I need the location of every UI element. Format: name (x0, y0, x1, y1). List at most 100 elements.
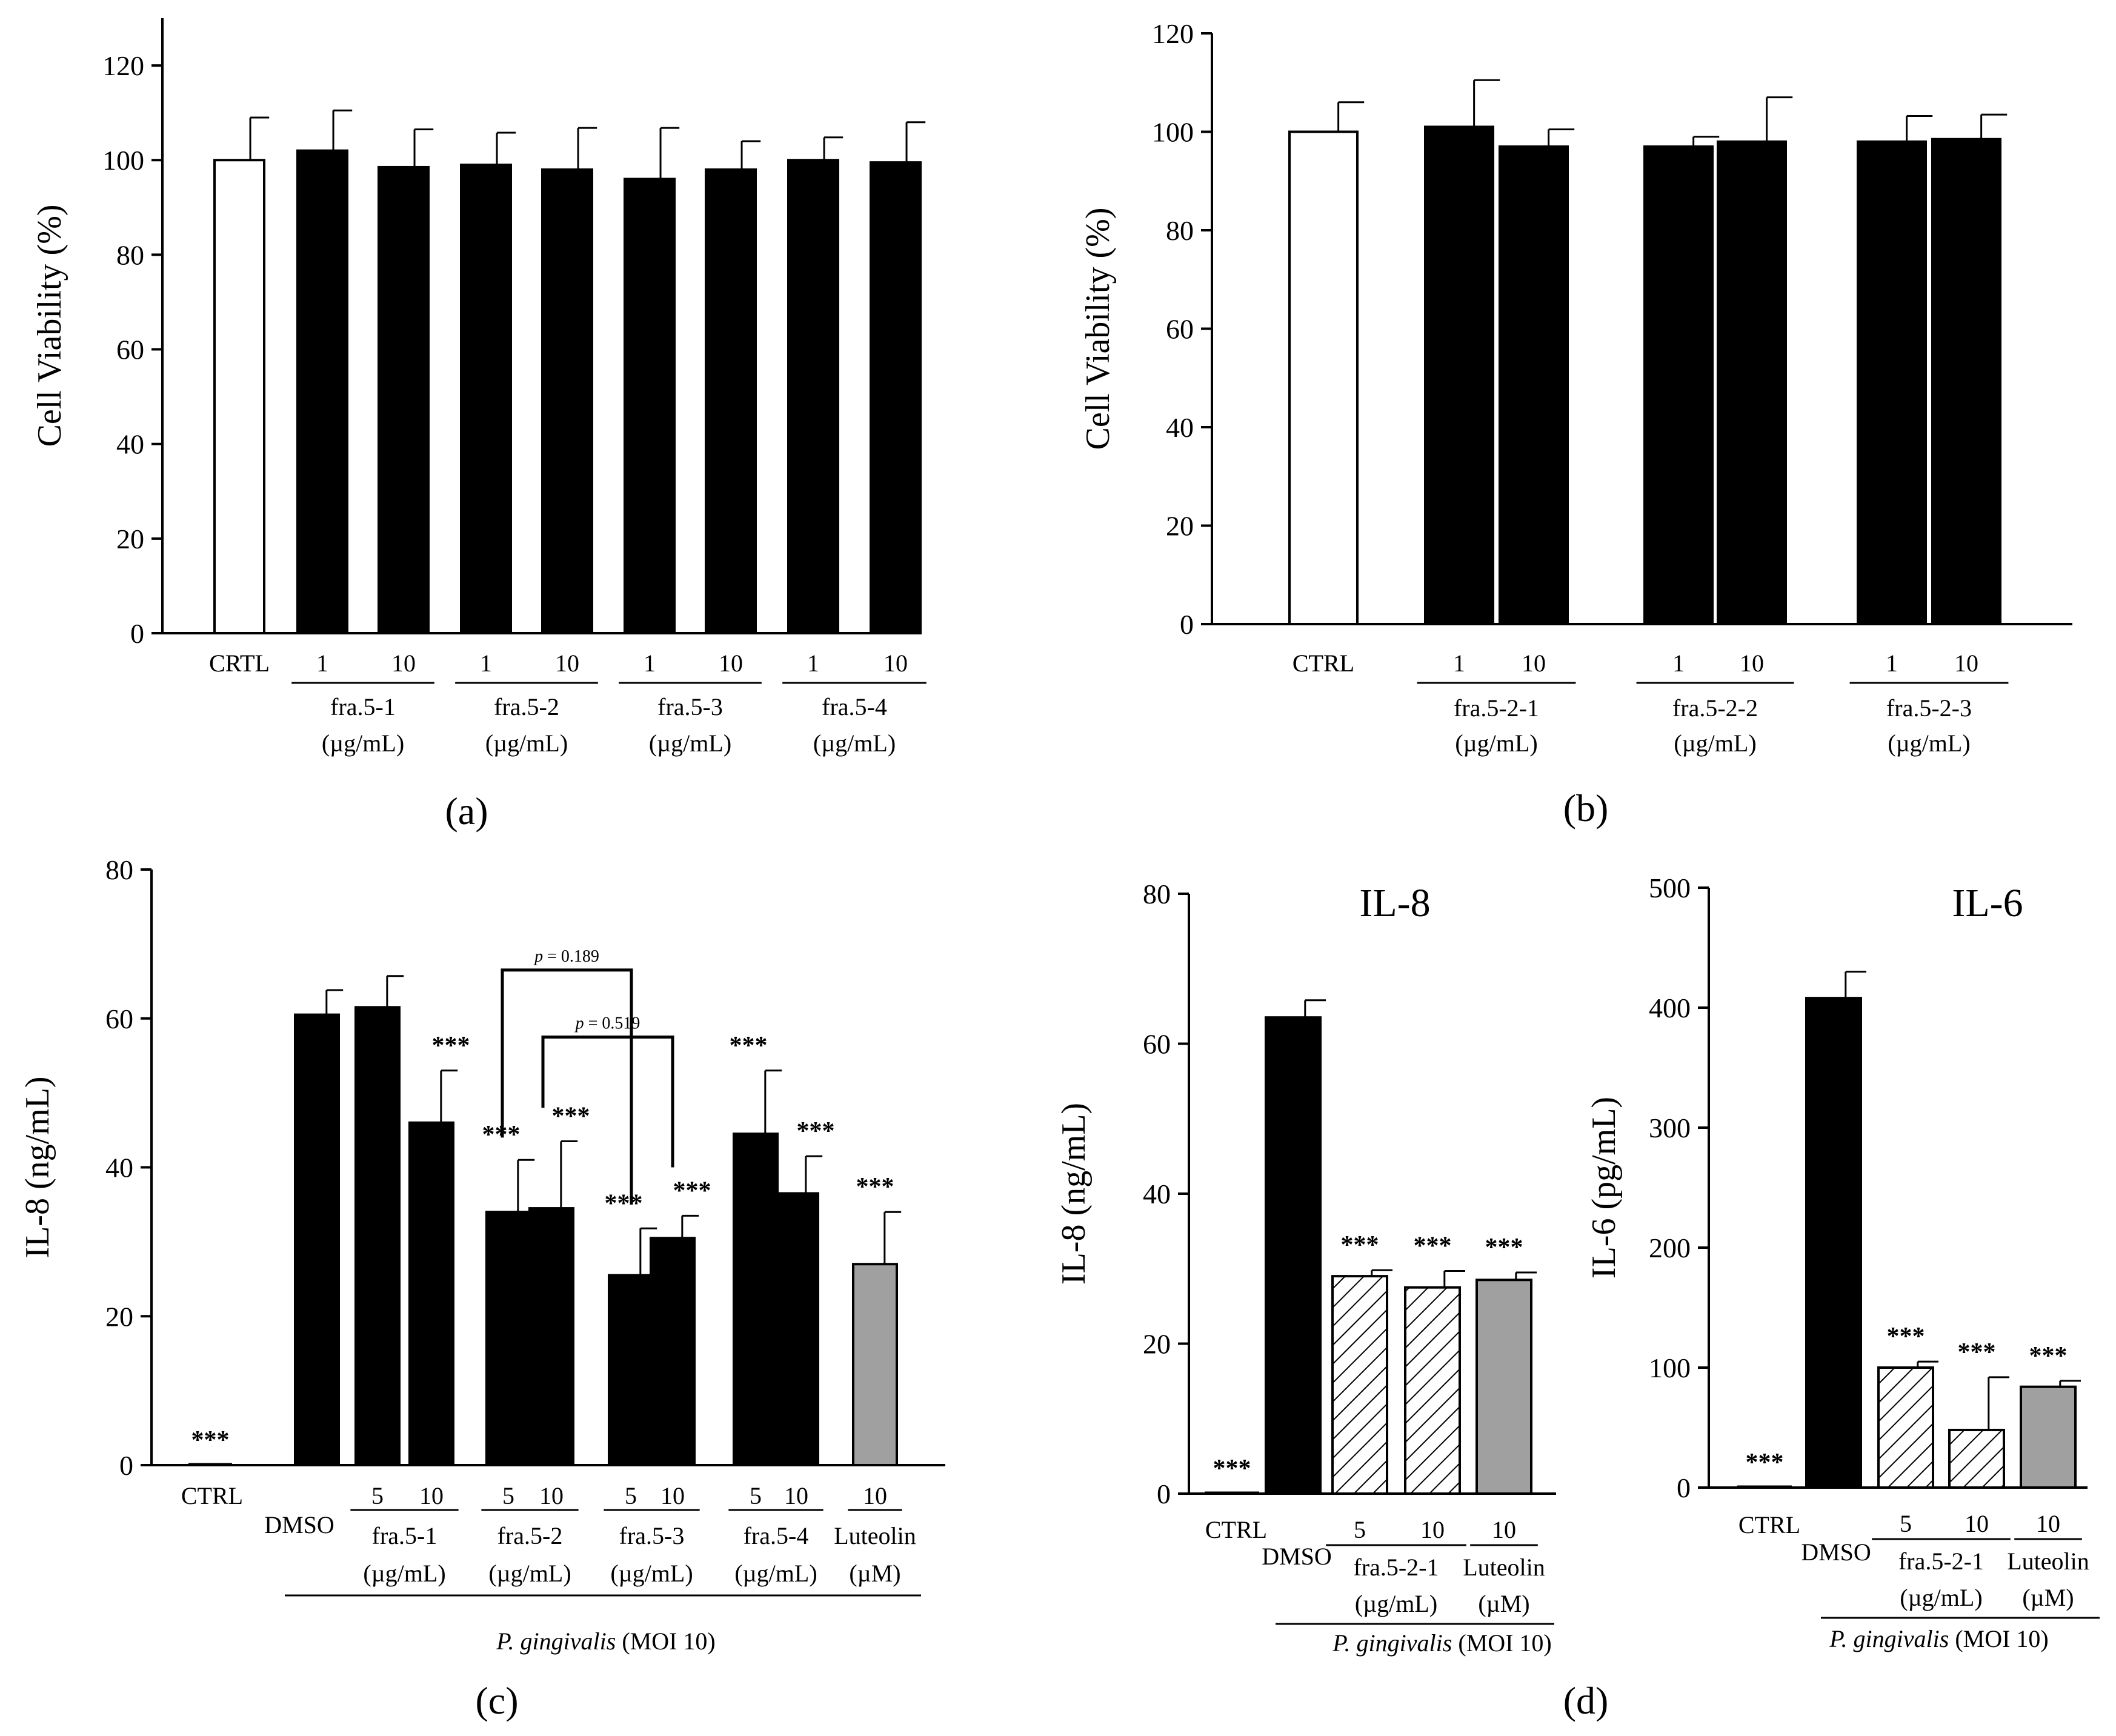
bar-a-6 (705, 168, 757, 635)
significance-label-d2-2: *** (1887, 1323, 1925, 1351)
chart-title-d2: IL-6 (1952, 881, 2023, 925)
group-unit-c-4: (µM) (849, 1560, 900, 1587)
significance-label-c-5: *** (552, 1102, 590, 1130)
group-name-b-2: fra.5-2-3 (1886, 694, 1972, 722)
group-name-c-2: fra.5-3 (619, 1522, 685, 1549)
significance-label-c-6: *** (605, 1189, 643, 1217)
significance-label-c-0: *** (191, 1426, 230, 1454)
significance-label-d2-3: *** (1958, 1339, 1996, 1366)
y-tick-label-a: 80 (116, 239, 144, 270)
group-unit-c-3: (µg/mL) (734, 1560, 817, 1587)
y-tick-label-c: 20 (105, 1301, 133, 1332)
panel-label-c: (c) (475, 1679, 518, 1722)
group-unit-a-3: (µg/mL) (813, 730, 896, 757)
y-tick-label-d1: 60 (1143, 1029, 1171, 1060)
bar-b-1 (1424, 125, 1494, 625)
comparison-p-number-1: = 0.519 (584, 1014, 640, 1033)
y-tick-label-b: 100 (1152, 117, 1194, 148)
bar-b-0 (1288, 130, 1359, 625)
y-tick-label-a: 60 (116, 334, 144, 365)
x-tick-label-b-4: 10 (1740, 650, 1764, 677)
x-tick-label-d2-4: 10 (2036, 1510, 2060, 1537)
x-tick-label-d2-2: 5 (1900, 1510, 1912, 1537)
comparison-bracket-0 (501, 968, 633, 1205)
y-tick-label-b: 40 (1166, 412, 1194, 443)
footnote-species-d1: P. gingivalis (1332, 1629, 1452, 1657)
bar-b-3 (1643, 145, 1714, 625)
comparison-p-value-1: p = 0.519 (574, 1014, 640, 1033)
x-tick-label-c-2: 5 (371, 1482, 384, 1509)
significance-label-d2-4: *** (2029, 1342, 2068, 1370)
bar-c-5 (528, 1207, 574, 1467)
bar-b-4 (1717, 140, 1787, 625)
group-name-a-3: fra.5-4 (822, 693, 887, 720)
x-tick-label-b-3: 1 (1672, 650, 1685, 677)
x-tick-label-b-5: 1 (1886, 650, 1898, 677)
x-tick-label-b-0: CTRL (1293, 650, 1354, 677)
y-tick-label-d1: 20 (1143, 1329, 1171, 1360)
significance-label-c-9: *** (797, 1117, 835, 1145)
bar-c-4 (485, 1211, 531, 1466)
group-unit-a-2: (µg/mL) (649, 730, 731, 757)
bar-b-5 (1857, 140, 1927, 625)
bar-d2-3 (1948, 1428, 2005, 1489)
group-unit-c-0: (µg/mL) (363, 1560, 445, 1587)
group-name-d1-0: fra.5-2-1 (1353, 1554, 1439, 1581)
footnote-moi-d2: (MOI 10) (1949, 1625, 2048, 1652)
bar-d2-4 (2020, 1385, 2077, 1489)
x-tick-label-c-9: 10 (784, 1482, 808, 1509)
group-name-a-0: fra.5-1 (330, 693, 396, 720)
group-unit-d1-0: (µg/mL) (1355, 1590, 1437, 1617)
bar-b-6 (1931, 138, 2001, 625)
panel-label-a: (a) (445, 790, 488, 833)
comparison-p-number-0: = 0.189 (543, 947, 599, 966)
y-axis-label-a: Cell Viability (%) (31, 205, 68, 447)
group-name-d2-0: fra.5-2-1 (1898, 1548, 1984, 1575)
footnote-d1: P. gingivalis (MOI 10) (1332, 1629, 1551, 1657)
panel-label-b: (b) (1563, 787, 1609, 830)
bar-d2-1 (1805, 997, 1862, 1489)
comparison-p-value-0: p = 0.189 (533, 947, 599, 966)
group-name-a-2: fra.5-3 (657, 693, 723, 720)
comparison-p-symbol-0: p (533, 947, 543, 966)
chart-title-d1: IL-8 (1359, 881, 1430, 925)
group-name-c-1: fra.5-2 (497, 1522, 563, 1549)
panel-label-d: (d) (1563, 1679, 1609, 1722)
group-unit-c-2: (µg/mL) (610, 1560, 693, 1587)
y-tick-label-d2: 0 (1677, 1472, 1691, 1503)
y-tick-label-d2: 300 (1649, 1112, 1691, 1143)
bar-c-1 (294, 1013, 340, 1466)
bar-a-4 (541, 168, 593, 635)
y-tick-label-d2: 100 (1649, 1352, 1691, 1383)
bar-a-8 (870, 161, 922, 634)
x-tick-label-a-7: 1 (807, 650, 819, 677)
bar-d1-1 (1265, 1016, 1322, 1495)
significance-label-c-8: *** (730, 1032, 768, 1060)
bar-d1-2 (1331, 1275, 1388, 1495)
y-tick-label-c: 0 (119, 1450, 133, 1481)
bar-d1-3 (1404, 1286, 1461, 1495)
x-tick-label-a-0: CRTL (209, 650, 270, 677)
significance-label-d1-2: *** (1341, 1231, 1379, 1259)
group-unit-d2-0: (µg/mL) (1900, 1584, 1982, 1611)
x-tick-label-c-3: 10 (419, 1482, 444, 1509)
footnote-species-d2: P. gingivalis (1829, 1625, 1949, 1652)
y-tick-label-d2: 400 (1649, 993, 1691, 1023)
bar-a-5 (624, 178, 676, 634)
significance-label-d1-4: *** (1485, 1234, 1523, 1262)
significance-label-d1-0: *** (1213, 1455, 1251, 1483)
x-tick-label-c-7: 10 (660, 1482, 685, 1509)
footnote-moi-d1: (MOI 10) (1452, 1629, 1551, 1657)
footnote-c: P. gingivalis (MOI 10) (496, 1628, 715, 1655)
x-tick-label-c-ctrl: CTRL (181, 1482, 243, 1509)
y-tick-label-a: 0 (130, 618, 144, 649)
y-tick-label-a: 20 (116, 524, 144, 554)
x-tick-label-c-5: 10 (539, 1482, 564, 1509)
x-tick-label-c-6: 5 (625, 1482, 637, 1509)
x-tick-label-d2-ctrl: CTRL (1738, 1511, 1800, 1538)
x-tick-label-c-4: 5 (502, 1482, 514, 1509)
x-tick-label-d1-4: 10 (1492, 1516, 1516, 1543)
x-tick-label-a-3: 1 (480, 650, 492, 677)
y-tick-label-d2: 500 (1649, 873, 1691, 903)
group-name-c-3: fra.5-4 (744, 1522, 809, 1549)
